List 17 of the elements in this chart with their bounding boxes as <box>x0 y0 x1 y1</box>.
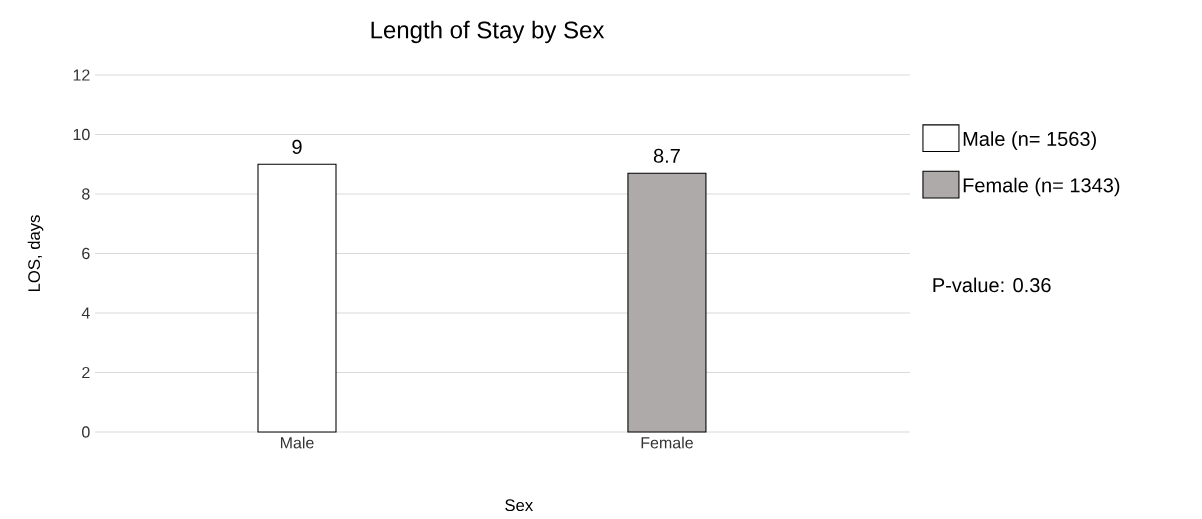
y-tick-label: 8 <box>82 188 90 200</box>
x-tick-label: Female <box>641 436 693 449</box>
y-tick-label: 2 <box>82 366 90 379</box>
data-label: 8.7 <box>653 148 680 163</box>
y-tick-label: 4 <box>81 307 90 319</box>
legend-label: Male (n= 1563) <box>963 131 1096 150</box>
y-tick-label: 10 <box>73 128 90 141</box>
y-tick-label: 0 <box>82 426 90 438</box>
x-tick-label: Male <box>280 436 314 449</box>
text: P-value: 0.36 <box>933 277 1051 293</box>
y-tick-label: 12 <box>73 69 90 81</box>
legend-label: Female (n= 1343) <box>963 177 1120 197</box>
data-label: 9 <box>292 139 302 154</box>
y-axis-title: LOS, days <box>27 215 44 292</box>
chart-title: Length of Stay by Sex <box>371 20 605 44</box>
y-tick-label: 6 <box>82 247 90 260</box>
x-axis-title: Sex <box>505 499 533 512</box>
